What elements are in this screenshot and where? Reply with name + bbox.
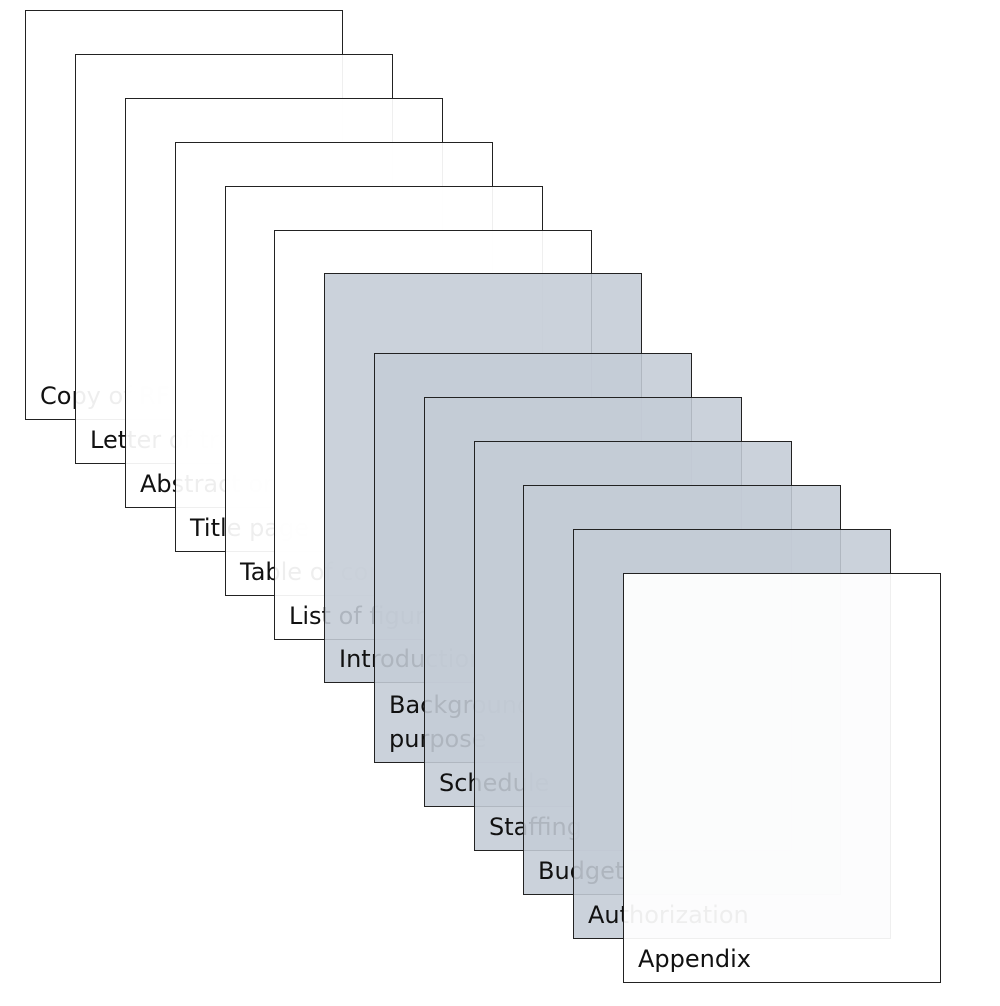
page-label: Appendix <box>638 944 751 973</box>
page-sheet: Appendix <box>623 573 941 983</box>
